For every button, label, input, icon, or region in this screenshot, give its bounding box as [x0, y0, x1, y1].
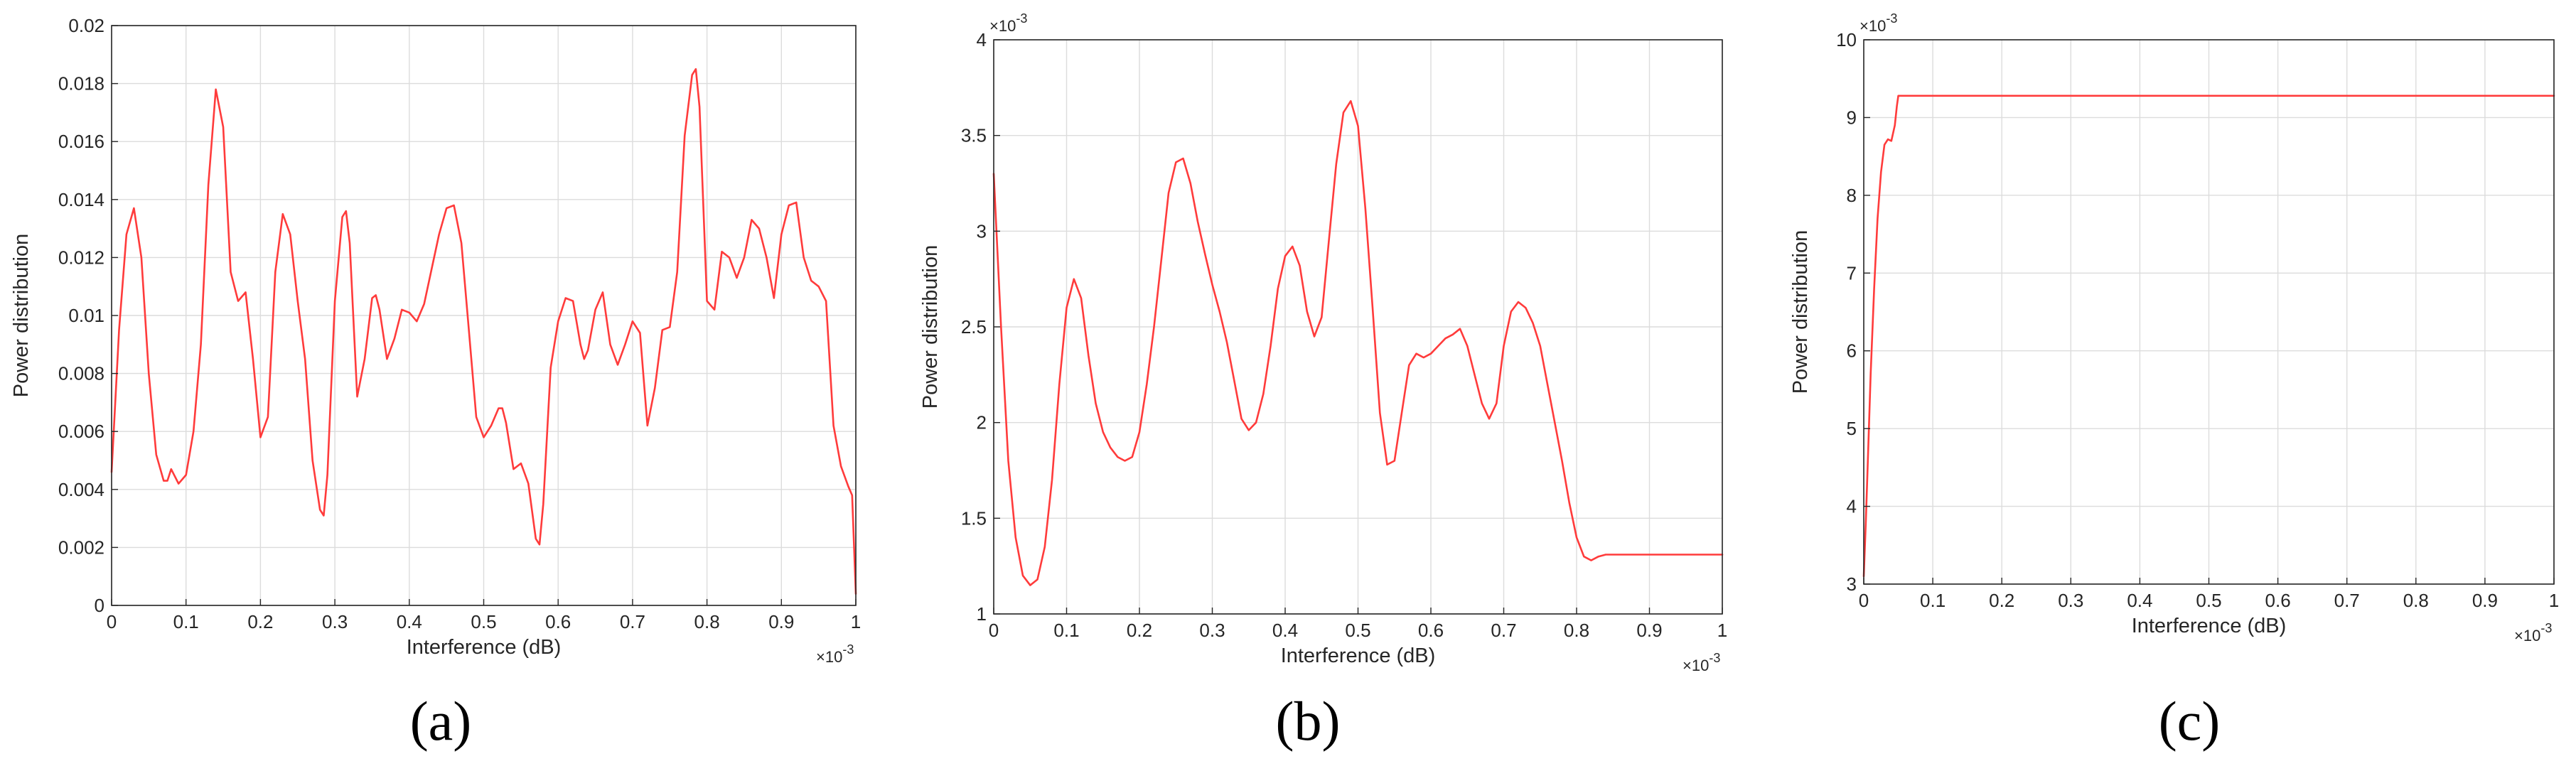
y-tick-label: 6	[1847, 340, 1857, 362]
x-tick-label: 0.7	[620, 611, 645, 632]
y-tick-label: 3	[1847, 573, 1857, 595]
panel-label-c: (c)	[2158, 690, 2221, 752]
y-tick-label: 9	[1847, 107, 1857, 128]
series-line	[1862, 95, 2555, 578]
x-tick-label: 0.6	[2265, 590, 2291, 611]
x-tick-label: 0.5	[1345, 620, 1370, 641]
x-tick-label: 0.2	[247, 611, 273, 632]
x-tick-label: 0.4	[397, 611, 422, 632]
series-line	[992, 99, 1724, 586]
x-tick-label: 1	[1717, 620, 1727, 641]
x-exponent-label: ×10-3	[816, 642, 854, 666]
y-tick-label: 4	[977, 29, 987, 50]
y-tick-label: 5	[1847, 418, 1857, 439]
x-tick-label: 1	[851, 611, 861, 632]
y-exponent-label: ×10-3	[989, 11, 1027, 35]
x-tick-label: 0.4	[2127, 590, 2152, 611]
x-tick-label: 0.1	[1920, 590, 1946, 611]
x-exponent-label: ×10-3	[1683, 651, 1720, 674]
chart-c: 0 0.1 0.2 0.3 0.4 0.5 0.6 0.7 0.8 0.9 1 3 4 5 6 7 8 9 10 In…	[1789, 11, 2559, 644]
x-axis-label: Interference (dB)	[2132, 615, 2287, 637]
y-tick-label: 3	[977, 220, 987, 242]
y-exponent-label: ×10-3	[1859, 11, 1897, 35]
y-tick-label: 3.5	[961, 125, 987, 146]
series-line	[110, 68, 857, 595]
y-axis-label: Power distribution	[10, 234, 33, 398]
panel-label-a: (a)	[409, 690, 472, 752]
panel-label-b: (b)	[1275, 690, 1341, 752]
y-tick-label: 1.5	[961, 507, 987, 529]
x-tick-label: 0.6	[1418, 620, 1444, 641]
x-tick-label: 0.9	[2472, 590, 2498, 611]
y-tick-label: 0.002	[58, 536, 104, 558]
x-axis-label: Interference (dB)	[407, 636, 562, 659]
x-tick-label: 0.8	[1564, 620, 1589, 641]
x-tick-label: 0.7	[1491, 620, 1516, 641]
y-tick-label: 0.018	[58, 73, 104, 95]
x-tick-label: 0	[107, 611, 117, 632]
x-tick-label: 0.4	[1272, 620, 1298, 641]
y-axis-label: Power distribution	[1789, 230, 1812, 394]
x-tick-label: 0.3	[322, 611, 348, 632]
y-tick-label: 0.01	[68, 305, 104, 326]
x-tick-label: 0.3	[2058, 590, 2083, 611]
x-tick-label: 0.6	[545, 611, 571, 632]
x-tick-label: 0.1	[173, 611, 199, 632]
x-tick-label: 0.7	[2334, 590, 2360, 611]
x-tick-label: 0.5	[2196, 590, 2221, 611]
y-tick-label: 0.006	[58, 421, 104, 442]
x-exponent-label: ×10-3	[2514, 621, 2552, 644]
y-tick-label: 2.5	[961, 316, 987, 338]
y-tick-label: 10	[1836, 29, 1857, 50]
y-axis-label: Power distribution	[919, 245, 942, 409]
y-tick-label: 0.02	[68, 15, 104, 36]
x-tick-label: 0	[1859, 590, 1869, 611]
x-tick-label: 0.3	[1199, 620, 1225, 641]
y-tick-label: 0.012	[58, 247, 104, 268]
x-tick-label: 0.8	[2403, 590, 2429, 611]
x-tick-label: 0.9	[1636, 620, 1662, 641]
x-tick-label: 0.8	[694, 611, 720, 632]
x-tick-label: 0	[989, 620, 999, 641]
y-tick-label: 0.014	[58, 189, 104, 210]
x-axis-label: Interference (dB)	[1281, 644, 1436, 667]
y-tick-label: 0.016	[58, 131, 104, 152]
y-tick-label: 4	[1847, 496, 1857, 517]
y-tick-label: 7	[1847, 262, 1857, 284]
y-tick-label: 2	[977, 412, 987, 433]
y-tick-label: 1	[977, 603, 987, 625]
x-tick-label: 0.5	[471, 611, 496, 632]
y-tick-label: 0.008	[58, 363, 104, 384]
y-tick-label: 0.004	[58, 479, 104, 500]
x-tick-label: 0.1	[1053, 620, 1079, 641]
y-tick-label: 8	[1847, 185, 1857, 206]
x-tick-label: 0.9	[768, 611, 794, 632]
chart-a: 0 0.1 0.2 0.3 0.4 0.5 0.6 0.7 0.8 0.9 1 0 0.002 0.004…	[10, 15, 861, 666]
x-tick-label: 1	[2549, 590, 2559, 611]
x-tick-label: 0.2	[1127, 620, 1152, 641]
y-tick-label: 0	[95, 595, 104, 616]
chart-b: 0 0.1 0.2 0.3 0.4 0.5 0.6 0.7 0.8 0.9 1 1 1.5 2 2.5 3 3.…	[919, 11, 1727, 674]
x-tick-label: 0.2	[1989, 590, 2014, 611]
